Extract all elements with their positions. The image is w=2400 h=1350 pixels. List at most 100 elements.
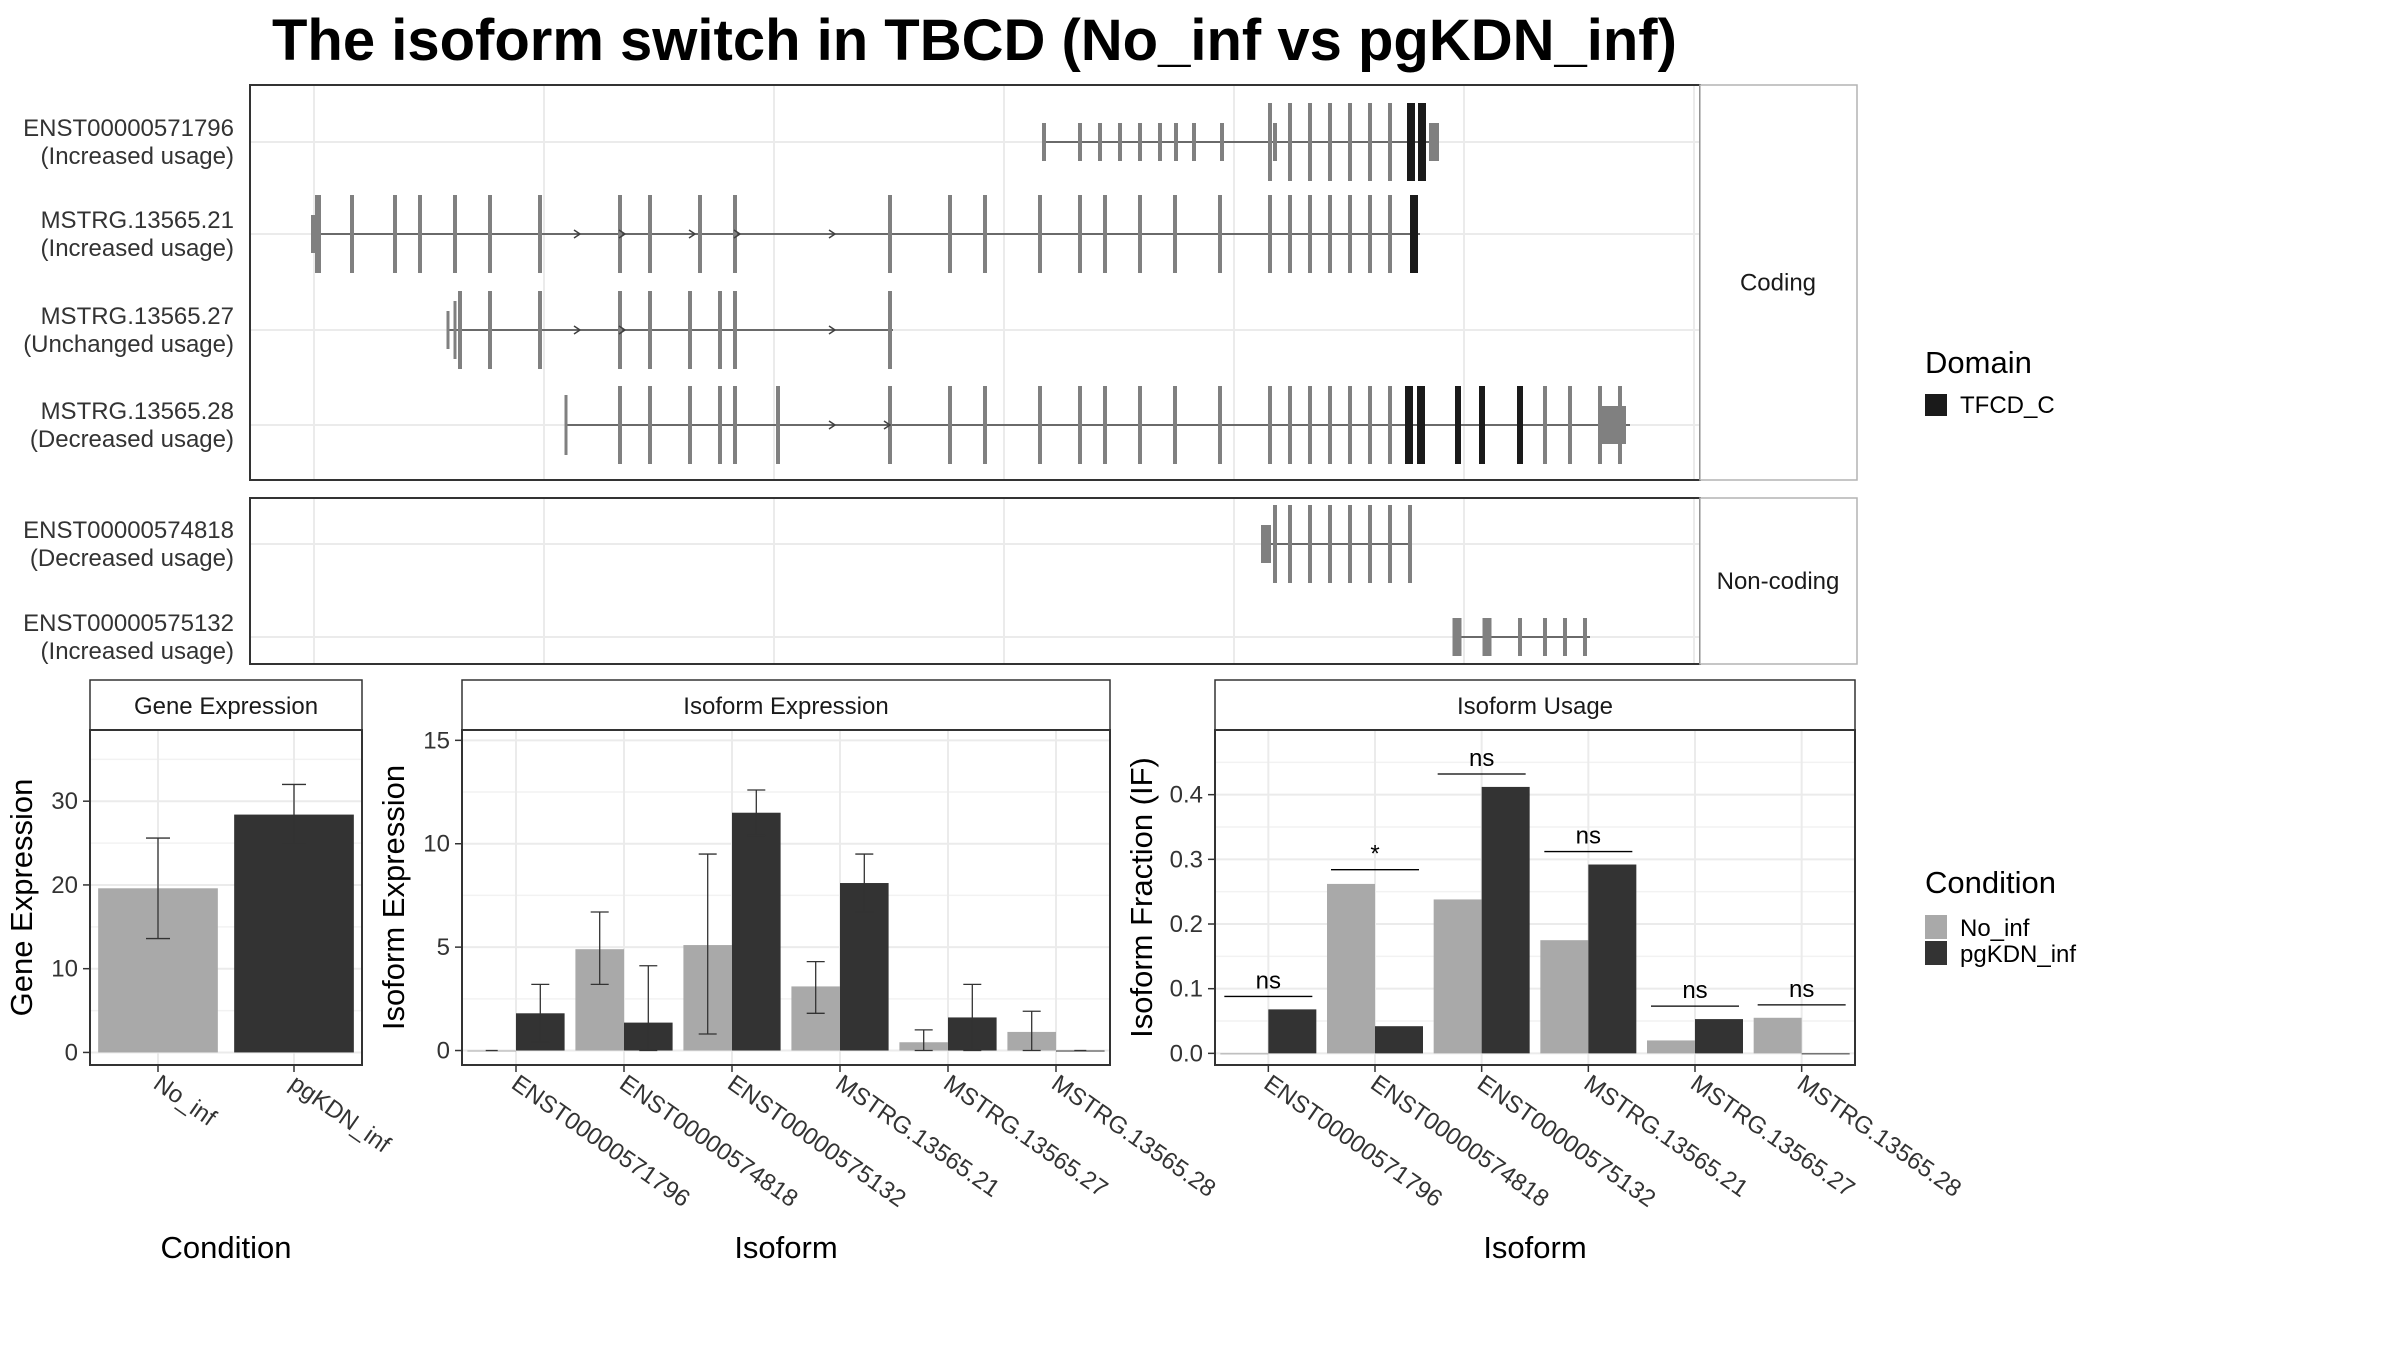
figure-title: The isoform switch in TBCD (No_inf vs pg…	[272, 8, 1677, 73]
exon	[1348, 505, 1352, 583]
exon	[1173, 386, 1177, 464]
significance-label: *	[1370, 841, 1379, 868]
exon	[1308, 505, 1312, 583]
bar	[234, 814, 354, 1053]
x-tick-label: pgKDN_inf	[285, 1070, 396, 1159]
exon	[1103, 195, 1107, 273]
exon	[446, 311, 450, 349]
y-tick-label: 0	[65, 1039, 78, 1066]
chart-strip	[89, 679, 363, 731]
x-axis-title: Condition	[161, 1230, 292, 1265]
x-axis-title: Isoform	[1483, 1230, 1586, 1265]
exon	[1482, 618, 1492, 656]
exon	[888, 195, 892, 273]
exon	[1405, 386, 1413, 464]
direction-arrow	[828, 420, 837, 430]
exon	[1273, 123, 1277, 161]
x-tick-label: ENST00000574818	[615, 1070, 803, 1213]
exon	[1218, 195, 1222, 273]
exon	[1348, 195, 1352, 273]
exon	[1078, 123, 1082, 161]
exon	[1583, 618, 1587, 656]
exon	[618, 195, 622, 273]
exon	[1368, 103, 1372, 181]
significance-label: ns	[1789, 976, 1814, 1003]
exon	[733, 195, 737, 273]
exon	[1268, 195, 1272, 273]
x-tick-label: ENST00000575132	[723, 1070, 911, 1213]
isoform-usage-label: (Decreased usage)	[30, 545, 234, 572]
direction-arrow	[618, 325, 627, 335]
exon	[1261, 525, 1271, 563]
domain-legend-title: Domain	[1925, 345, 2032, 380]
plot-area	[462, 730, 1110, 1065]
domain-legend-label: TFCD_C	[1960, 392, 2055, 419]
significance-label: ns	[1469, 745, 1494, 772]
condition-legend-label: pgKDN_inf	[1960, 941, 2076, 968]
x-axis-title: Isoform	[734, 1230, 837, 1265]
exon	[350, 195, 354, 273]
exon	[1308, 386, 1312, 464]
x-tick-label: ENST00000571796	[507, 1070, 695, 1213]
isoform-usage-label: (Increased usage)	[41, 235, 234, 262]
chart-title: Isoform Expression	[683, 693, 888, 720]
exon	[1388, 386, 1392, 464]
exon	[733, 386, 737, 464]
isoform-usage-label: (Decreased usage)	[30, 426, 234, 453]
exon	[1174, 123, 1178, 161]
exon	[1288, 505, 1292, 583]
exon	[1098, 123, 1102, 161]
exon	[618, 291, 622, 369]
bar	[1588, 864, 1637, 1054]
x-tick-label: ENST00000571796	[1259, 1070, 1447, 1213]
isoform-structure-panel: CodingNon-codingENST00000571796(Increase…	[23, 84, 1858, 665]
plot-area	[1215, 730, 1855, 1065]
exon	[1273, 505, 1277, 583]
y-tick-label: 5	[437, 934, 450, 961]
exon	[453, 301, 457, 359]
direction-arrow	[828, 229, 837, 239]
exon	[948, 195, 952, 273]
exon	[648, 291, 652, 369]
exon	[1429, 123, 1439, 161]
exon	[1388, 103, 1392, 181]
bar	[732, 812, 781, 1051]
exon	[1103, 386, 1107, 464]
exon	[1288, 103, 1292, 181]
y-tick-label: 30	[51, 788, 78, 815]
plot-border	[1214, 729, 1856, 1066]
y-axis-title: Gene Expression	[4, 779, 39, 1017]
exon	[1543, 618, 1547, 656]
exon	[1158, 123, 1162, 161]
exon	[648, 386, 652, 464]
exon	[1348, 386, 1352, 464]
exon	[1288, 386, 1292, 464]
exon	[1517, 386, 1523, 464]
x-tick-label: ENST00000575132	[1472, 1070, 1660, 1213]
exon	[1368, 386, 1372, 464]
isoform-name-label: ENST00000574818	[23, 517, 234, 544]
exon	[1518, 618, 1522, 656]
x-tick-label: ENST00000574818	[1366, 1070, 1554, 1213]
exon	[1220, 123, 1224, 161]
exon	[1042, 123, 1046, 161]
exon	[1218, 386, 1222, 464]
exon	[1173, 195, 1177, 273]
isoform-name-label: MSTRG.13565.21	[41, 207, 234, 234]
exon	[538, 195, 542, 273]
direction-arrow	[618, 229, 627, 239]
isoform-expression-chart: Isoform Expression 0 5 10 15 ENST00000571796E…	[376, 679, 1220, 1265]
exon	[1038, 386, 1042, 464]
bar	[1695, 1019, 1743, 1054]
domain-legend-swatch	[1925, 394, 1947, 416]
exon	[776, 386, 780, 464]
y-tick-label: 10	[51, 956, 78, 983]
bar	[1647, 1040, 1695, 1054]
exon	[1038, 195, 1042, 273]
isoform-name-label: MSTRG.13565.27	[41, 303, 234, 330]
bar	[1753, 1017, 1802, 1054]
bar	[1801, 1053, 1850, 1055]
direction-arrow	[733, 229, 742, 239]
group-strip-label: Coding	[1740, 270, 1816, 297]
